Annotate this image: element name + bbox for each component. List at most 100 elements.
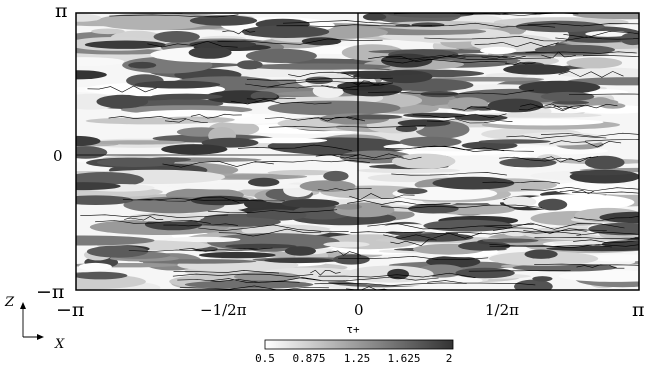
shear-streak bbox=[245, 48, 317, 64]
contour-line bbox=[527, 23, 639, 27]
contour-line bbox=[310, 269, 341, 276]
contour-line bbox=[172, 273, 314, 277]
high-shear-patch bbox=[588, 222, 639, 236]
shear-streak bbox=[85, 117, 214, 125]
high-shear-patch bbox=[153, 31, 200, 43]
contour-line bbox=[445, 230, 582, 235]
contour-line bbox=[424, 35, 568, 42]
contour-line bbox=[381, 204, 543, 209]
contour-line bbox=[367, 89, 534, 95]
contour-line bbox=[222, 29, 256, 35]
x-tick-label: 0 bbox=[354, 301, 364, 319]
x-tick-label: −π bbox=[56, 299, 84, 321]
contour-line bbox=[321, 82, 394, 89]
shear-streak bbox=[552, 181, 629, 195]
colorbar-tick-label: 0.875 bbox=[292, 352, 325, 365]
contour-line bbox=[254, 159, 370, 163]
colorbar-tick-label: 1.25 bbox=[344, 352, 371, 365]
contour-line bbox=[482, 180, 560, 184]
shear-streak bbox=[95, 13, 212, 31]
high-shear-patch bbox=[387, 268, 409, 280]
contour-line bbox=[381, 58, 508, 64]
high-shear-patch bbox=[499, 157, 557, 168]
contour-line bbox=[573, 239, 639, 244]
shear-streak bbox=[486, 118, 604, 126]
x-tick-label: 1/2π bbox=[485, 301, 519, 319]
high-shear-patch bbox=[264, 257, 334, 264]
high-shear-patch bbox=[76, 195, 134, 205]
high-shear-patch bbox=[225, 243, 297, 249]
high-shear-patch bbox=[408, 203, 459, 214]
high-shear-patch bbox=[599, 211, 639, 223]
contour-line bbox=[246, 97, 296, 100]
contour-line bbox=[282, 20, 410, 26]
contour-line bbox=[326, 250, 361, 256]
y-tick-label: 0 bbox=[53, 147, 63, 165]
high-shear-patch bbox=[503, 64, 570, 75]
high-shear-patch bbox=[514, 279, 553, 290]
high-shear-patch bbox=[76, 70, 107, 80]
high-shear-patch bbox=[84, 40, 166, 49]
high-shear-patch bbox=[538, 198, 568, 211]
contour-line bbox=[563, 30, 639, 38]
shear-streak bbox=[572, 13, 639, 20]
high-shear-patch bbox=[76, 135, 101, 147]
high-shear-patch bbox=[128, 61, 157, 69]
contour-line bbox=[489, 244, 639, 249]
contour-line bbox=[349, 156, 422, 160]
contour-line bbox=[347, 200, 451, 205]
shear-streak bbox=[585, 30, 630, 37]
contour-line bbox=[131, 196, 240, 203]
contour-line bbox=[147, 40, 238, 48]
contour-line bbox=[558, 71, 624, 78]
high-shear-patch bbox=[248, 177, 280, 187]
contour-line bbox=[385, 55, 552, 60]
x-tick-label: −1/2π bbox=[200, 301, 247, 319]
shear-streak bbox=[512, 263, 617, 272]
colorbar-tick-label: 2 bbox=[446, 352, 453, 365]
high-shear-patch bbox=[281, 199, 340, 208]
contour-line bbox=[368, 55, 466, 63]
shear-streak bbox=[224, 174, 299, 180]
contour-line bbox=[540, 132, 639, 137]
high-shear-patch bbox=[305, 76, 333, 85]
shear-streak bbox=[184, 280, 314, 289]
shear-streak bbox=[399, 136, 462, 148]
contour-line bbox=[237, 144, 352, 151]
high-shear-patch bbox=[96, 94, 149, 109]
colorbar-tick-label: 1.625 bbox=[387, 352, 420, 365]
high-shear-patch bbox=[188, 46, 232, 59]
contour-line bbox=[338, 255, 489, 261]
contour-line bbox=[474, 42, 559, 48]
shear-streak bbox=[557, 67, 639, 79]
contour-line bbox=[318, 272, 476, 278]
high-shear-patch bbox=[482, 238, 539, 243]
shear-streak bbox=[299, 180, 356, 193]
contour-line bbox=[549, 140, 622, 148]
contour-line bbox=[426, 118, 513, 124]
contour-line bbox=[385, 145, 505, 152]
contour-line bbox=[393, 13, 548, 16]
x-arrow-head bbox=[37, 334, 44, 340]
contour-line bbox=[179, 285, 329, 290]
shear-streak bbox=[91, 28, 125, 35]
contour-line bbox=[481, 55, 526, 59]
high-shear-patch bbox=[455, 267, 515, 279]
contour-line bbox=[124, 216, 164, 221]
contour-line bbox=[468, 270, 571, 272]
contour-line bbox=[109, 14, 239, 18]
z-arrow-head bbox=[20, 302, 26, 309]
contour-line bbox=[95, 220, 211, 224]
shear-streak bbox=[559, 270, 639, 282]
contour-line bbox=[534, 263, 639, 266]
shear-streak bbox=[323, 170, 349, 182]
contour-line bbox=[80, 214, 229, 218]
axis-orientation-indicator: Z X bbox=[4, 295, 65, 352]
shear-streak bbox=[312, 83, 345, 99]
high-shear-patch bbox=[76, 146, 108, 159]
contour-line bbox=[128, 247, 273, 252]
contour-line bbox=[276, 24, 433, 28]
contour-line bbox=[451, 106, 491, 111]
contour-line bbox=[395, 22, 556, 28]
contour-line bbox=[268, 125, 426, 128]
